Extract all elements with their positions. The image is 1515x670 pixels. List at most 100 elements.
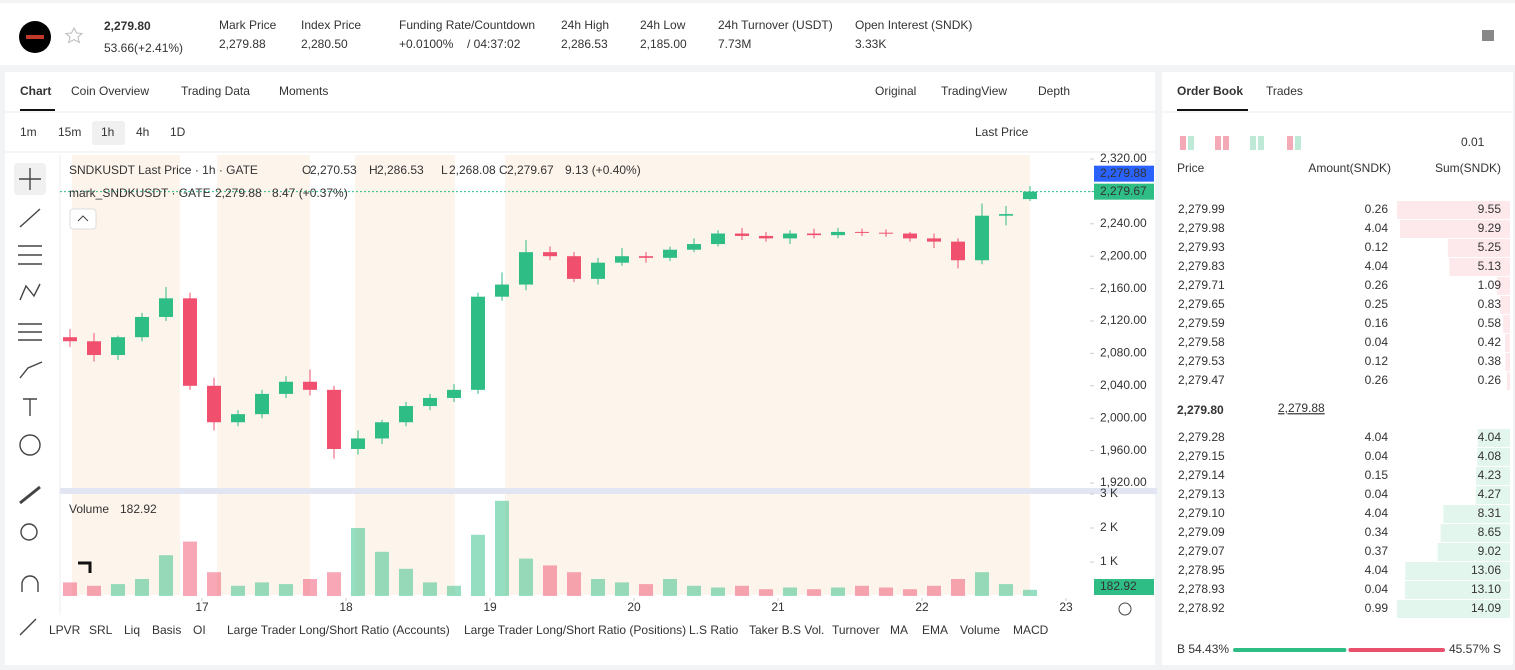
price-source[interactable]: Last Price — [975, 125, 1029, 139]
trades-tab[interactable]: Trades — [1266, 84, 1303, 98]
volume-bar — [351, 528, 365, 596]
candle-body — [591, 262, 605, 279]
line-tool[interactable] — [19, 208, 41, 228]
indicator-tab[interactable]: OI — [193, 623, 206, 637]
book-sum: 0.38 — [1478, 354, 1502, 368]
header-icon[interactable] — [1482, 30, 1494, 41]
brush-tool[interactable] — [19, 361, 43, 379]
candle-body — [63, 337, 77, 342]
volume-bar — [855, 585, 869, 596]
indicator-tab[interactable]: Basis — [152, 623, 181, 637]
indicator-tab[interactable]: MA — [890, 623, 908, 637]
chart-title: SNDKUSDT Last Price · 1h · GATE — [69, 163, 258, 177]
indicator-tab[interactable]: Turnover — [832, 623, 880, 637]
pattern-tool[interactable] — [19, 283, 41, 301]
book-sum: 5.13 — [1478, 259, 1502, 273]
indicator-tab[interactable]: Large Trader Long/Short Ratio (Positions… — [464, 623, 686, 637]
candle-body — [111, 337, 125, 356]
view-tab[interactable]: Original — [875, 84, 916, 98]
volume-bar — [975, 572, 989, 596]
layout-icon[interactable] — [1287, 136, 1293, 150]
tab[interactable]: Trading Data — [181, 84, 250, 98]
volume-bar — [255, 582, 269, 596]
candle-body — [231, 414, 245, 423]
candle-body — [279, 381, 293, 394]
book-sum: 4.04 — [1478, 430, 1502, 444]
book-price: 2,279.47 — [1178, 373, 1225, 387]
indicator-tab[interactable]: Taker B.S Vol. — [749, 623, 824, 637]
volume-bar — [447, 585, 461, 596]
interval[interactable]: 1m — [20, 125, 37, 139]
indicator-tab[interactable]: L.S Ratio — [689, 623, 739, 637]
candle-body — [927, 238, 941, 242]
order-book-tab[interactable]: Order Book — [1177, 84, 1243, 98]
indicator-tab[interactable]: EMA — [922, 623, 948, 637]
x-tick-label: 19 — [483, 600, 497, 614]
text-tool[interactable] — [23, 398, 37, 416]
layout-icon[interactable] — [1180, 136, 1186, 150]
stat-label: Index Price — [301, 18, 361, 32]
indicator-tab[interactable]: Volume — [960, 623, 1000, 637]
interval[interactable]: 4h — [136, 125, 149, 139]
book-amount: 0.34 — [1365, 525, 1389, 539]
channel-tool[interactable] — [18, 245, 42, 265]
stat-value: 2,185.00 — [640, 37, 687, 51]
collapse-button[interactable] — [69, 208, 97, 230]
indicator-tab[interactable]: Liq — [124, 623, 140, 637]
interval[interactable]: 1h — [101, 125, 114, 139]
layout-icon[interactable] — [1250, 136, 1256, 150]
measure-tool[interactable] — [19, 485, 41, 505]
settings-icon[interactable] — [1118, 602, 1132, 616]
indicator-tab[interactable]: LPVR — [49, 623, 81, 637]
ohlc-key: L — [441, 163, 448, 177]
candle-body — [975, 215, 989, 261]
candle-body — [783, 233, 797, 239]
last-price-badge — [1094, 183, 1154, 200]
candle-body — [303, 381, 317, 390]
interval[interactable]: 1D — [170, 125, 186, 139]
volume-bar — [615, 582, 629, 596]
layout-icon — [1223, 136, 1229, 150]
indicator-tab[interactable]: SRL — [89, 623, 113, 637]
mid-price: 2,279.80 — [1177, 403, 1224, 417]
pencil-tool[interactable] — [19, 618, 37, 636]
volume-tick-label: 3 K — [1100, 486, 1118, 500]
favorite-star[interactable] — [64, 26, 84, 44]
layout-icon[interactable] — [1215, 136, 1221, 150]
book-amount: 4.04 — [1365, 563, 1389, 577]
ohlc-value: 2,268.08 — [449, 163, 496, 177]
tab[interactable]: Chart — [20, 84, 51, 98]
crosshair-tool[interactable] — [19, 168, 41, 190]
x-tick-label: 23 — [1059, 600, 1073, 614]
book-sum: 0.58 — [1478, 316, 1502, 330]
indicator-tab[interactable]: Large Trader Long/Short Ratio (Accounts) — [227, 623, 450, 637]
volume-bar — [183, 541, 197, 596]
fib-tool[interactable] — [18, 323, 42, 341]
book-amount: 0.04 — [1365, 449, 1389, 463]
pane-separator[interactable] — [60, 488, 1157, 494]
zoom-tool[interactable] — [20, 523, 38, 541]
ohlc-value: 2,279.67 — [507, 163, 554, 177]
mark-title: mark_SNDKUSDT · GATE — [69, 186, 211, 200]
book-sum: 0.42 — [1478, 335, 1502, 349]
view-tab[interactable]: TradingView — [941, 84, 1007, 98]
interval[interactable]: 15m — [58, 125, 81, 139]
mark-price-badge — [1094, 165, 1154, 182]
stat-value: 2,280.50 — [301, 37, 348, 51]
precision[interactable]: 0.01 — [1461, 135, 1485, 149]
magnet-tool[interactable] — [21, 575, 39, 592]
buy-ratio-bar — [1233, 648, 1347, 652]
indicator-tab[interactable]: MACD — [1013, 623, 1049, 637]
emoji-tool[interactable] — [19, 434, 41, 456]
view-tab[interactable]: Depth — [1038, 84, 1070, 98]
depth-bar — [1397, 600, 1510, 618]
book-amount: 0.04 — [1365, 335, 1389, 349]
book-sum: 5.25 — [1478, 240, 1502, 254]
candle-body — [663, 249, 677, 258]
candle-body — [951, 241, 965, 261]
tab[interactable]: Coin Overview — [71, 84, 149, 98]
depth-bar — [1476, 467, 1510, 485]
tab[interactable]: Moments — [279, 84, 328, 98]
candle-body — [135, 316, 149, 338]
stat-value: 2,286.53 — [561, 37, 608, 51]
